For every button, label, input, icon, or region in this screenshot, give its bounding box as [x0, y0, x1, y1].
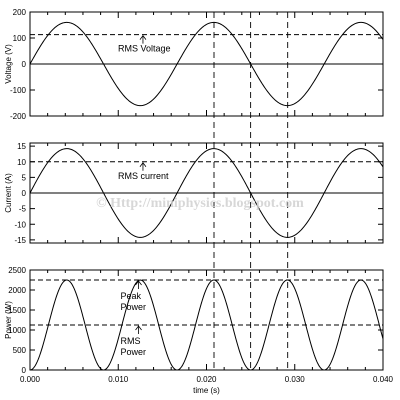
panel-2: -15 -10 -5 0 5 10 15 Current (A) RMS current	[4, 142, 384, 245]
watermark: © Http://miniphysics.blogspot.com	[96, 196, 304, 211]
y-axis-label: Current (A)	[4, 173, 13, 213]
annotation-label: Power	[121, 347, 147, 357]
y-tick-label: 2500	[8, 266, 26, 275]
annotation-label: RMS Voltage	[118, 44, 171, 54]
y-tick-label: 100	[13, 34, 27, 43]
y-tick-label: 15	[17, 142, 26, 151]
x-axis-label: time (s)	[193, 386, 220, 395]
y-tick-label: 0	[22, 60, 27, 69]
y-axis-label: Voltage (V)	[4, 44, 13, 84]
y-tick-label: 500	[13, 346, 27, 355]
annotation-label: RMS	[121, 336, 141, 346]
y-tick-label: 2000	[8, 286, 26, 295]
x-tick-label: 0.020	[196, 375, 217, 384]
x-tick-label: 0.030	[285, 375, 306, 384]
annotation-label: Power	[121, 302, 147, 312]
x-tick-label: 0.000	[20, 375, 41, 384]
y-tick-label: -200	[10, 112, 27, 121]
y-tick-label: 0	[22, 189, 27, 198]
y-tick-label: -15	[14, 236, 26, 245]
y-tick-label: -10	[14, 220, 26, 229]
y-tick-label: 200	[13, 8, 27, 17]
x-tick-label: 0.010	[108, 375, 129, 384]
y-tick-label: -100	[10, 86, 27, 95]
panel-1: -200 -100 0 100 200 Voltage (V) RMS Voltage	[4, 8, 384, 121]
y-tick-label: 5	[22, 173, 27, 182]
annotation-label: RMS current	[118, 171, 169, 181]
plot-frame	[29, 269, 384, 371]
y-tick-label: 0	[22, 366, 27, 375]
annotation-arrowhead	[139, 162, 147, 167]
x-tick-label: 0.040	[373, 375, 394, 384]
annotation-arrowhead	[135, 325, 142, 331]
y-tick-label: 1000	[8, 326, 26, 335]
y-axis-label: Power (W)	[4, 301, 13, 339]
y-tick-label: -5	[19, 205, 27, 214]
annotation-arrowhead	[135, 280, 142, 286]
y-tick-label: 1500	[8, 306, 26, 315]
annotation-arrowhead	[139, 34, 147, 40]
y-tick-label: 10	[17, 158, 26, 167]
annotation-label: Peak	[121, 291, 142, 301]
